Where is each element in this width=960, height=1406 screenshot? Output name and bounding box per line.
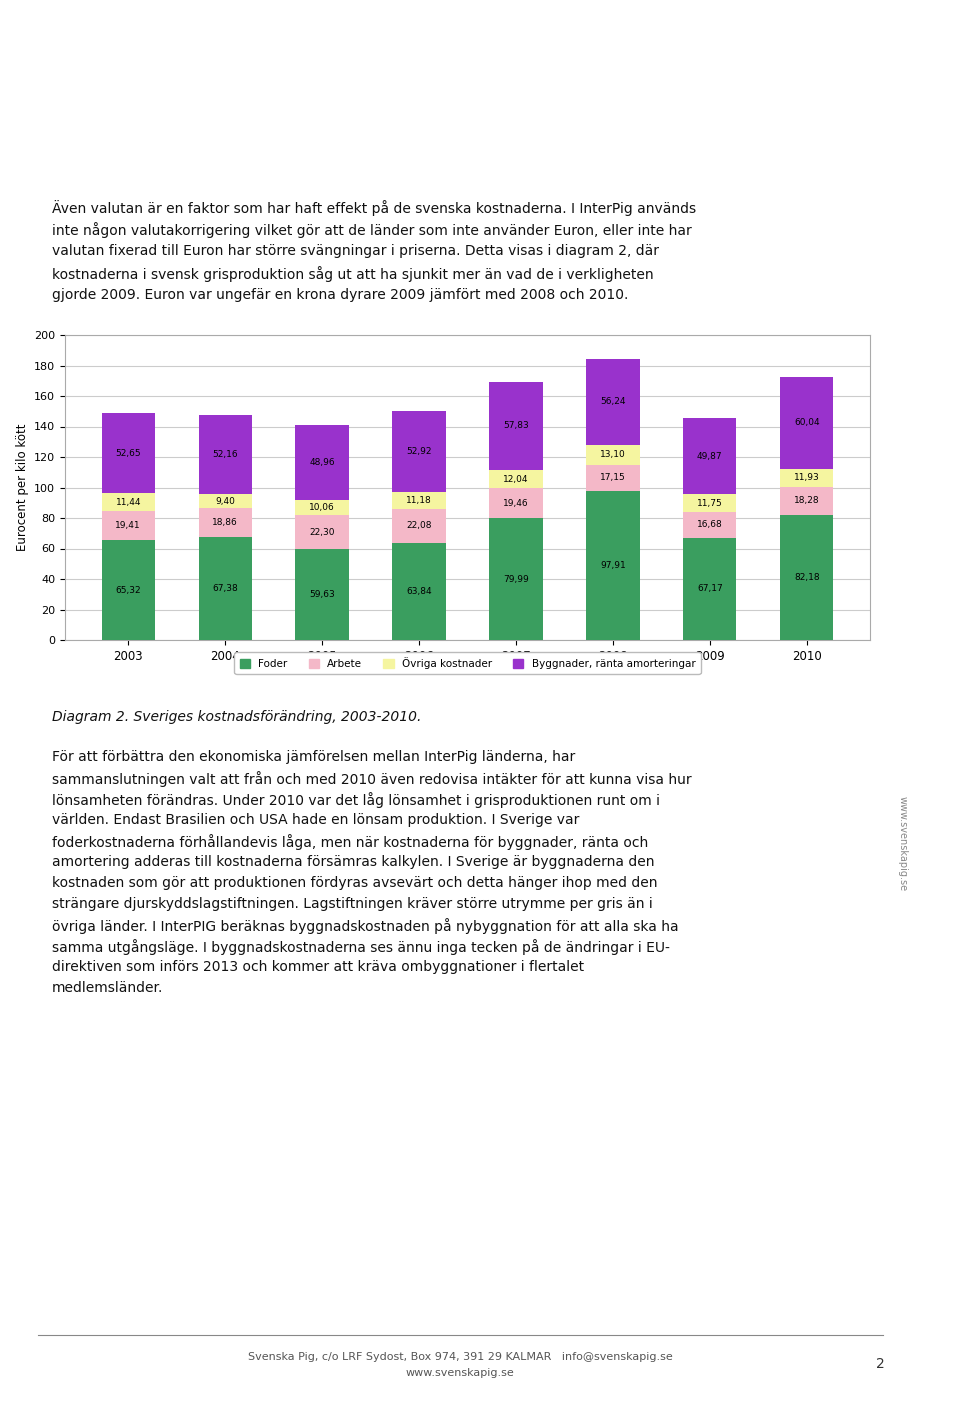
Text: 60,04: 60,04 — [794, 419, 820, 427]
Bar — [490, 488, 542, 517]
Text: världen. Endast Brasilien och USA hade en lönsam produktion. I Sverige var: världen. Endast Brasilien och USA hade e… — [52, 813, 580, 827]
Bar — [587, 491, 639, 640]
Bar — [684, 537, 736, 640]
Text: inte någon valutakorrigering vilket gör att de länder som inte använder Euron, e: inte någon valutakorrigering vilket gör … — [52, 222, 692, 238]
Text: 49,87: 49,87 — [697, 451, 723, 461]
Bar — [490, 382, 542, 470]
Bar — [199, 415, 252, 494]
Text: direktiven som införs 2013 och kommer att kräva ombyggnationer i flertalet: direktiven som införs 2013 och kommer at… — [52, 960, 584, 974]
Text: amortering adderas till kostnaderna försämras kalkylen. I Sverige är byggnaderna: amortering adderas till kostnaderna förs… — [52, 855, 655, 869]
Text: valutan fixerad till Euron har större svängningar i priserna. Detta visas i diag: valutan fixerad till Euron har större sv… — [52, 245, 659, 257]
Bar — [780, 515, 833, 640]
Text: 16,68: 16,68 — [697, 520, 723, 529]
Text: 79,99: 79,99 — [503, 575, 529, 583]
Text: 9,40: 9,40 — [215, 496, 235, 506]
Bar — [199, 509, 252, 537]
Text: 17,15: 17,15 — [600, 472, 626, 482]
Bar — [296, 515, 348, 550]
Text: sammanslutningen valt att från och med 2010 även redovisa intäkter för att kunna: sammanslutningen valt att från och med 2… — [52, 770, 691, 787]
Text: 48,96: 48,96 — [309, 458, 335, 467]
Bar — [102, 510, 155, 540]
Text: övriga länder. I InterPIG beräknas byggnadskostnaden på nybyggnation för att all: övriga länder. I InterPIG beräknas byggn… — [52, 918, 679, 934]
Text: samma utgångsläge. I byggnadskostnaderna ses ännu inga tecken på de ändringar i : samma utgångsläge. I byggnadskostnaderna… — [52, 939, 670, 955]
Text: 19,46: 19,46 — [503, 499, 529, 508]
Text: strängare djurskyddslagstiftningen. Lagstiftningen kräver större utrymme per gri: strängare djurskyddslagstiftningen. Lags… — [52, 897, 653, 911]
Text: 52,92: 52,92 — [406, 447, 432, 456]
Bar — [393, 411, 445, 492]
Text: 52,65: 52,65 — [115, 449, 141, 458]
Bar — [684, 495, 736, 512]
Text: 12,04: 12,04 — [503, 475, 529, 484]
Text: 22,30: 22,30 — [309, 527, 335, 537]
Bar — [780, 377, 833, 468]
Text: gjorde 2009. Euron var ungefär en krona dyrare 2009 jämfört med 2008 och 2010.: gjorde 2009. Euron var ungefär en krona … — [52, 288, 629, 302]
Text: 52,16: 52,16 — [212, 450, 238, 458]
Text: 18,28: 18,28 — [794, 496, 820, 505]
Text: 10,06: 10,06 — [309, 503, 335, 512]
Text: www.svenskapig.se: www.svenskapig.se — [898, 796, 907, 891]
Bar — [393, 509, 445, 543]
Bar — [296, 550, 348, 640]
Text: 2: 2 — [876, 1357, 884, 1371]
Bar — [296, 425, 348, 499]
Text: 82,18: 82,18 — [794, 572, 820, 582]
Text: 22,08: 22,08 — [406, 522, 432, 530]
Text: 11,75: 11,75 — [697, 499, 723, 508]
Text: lönsamheten förändras. Under 2010 var det låg lönsamhet i grisproduktionen runt : lönsamheten förändras. Under 2010 var de… — [52, 792, 660, 808]
Text: Svenska Pig, c/o LRF Sydost, Box 974, 391 29 KALMAR   info@svenskapig.se: Svenska Pig, c/o LRF Sydost, Box 974, 39… — [248, 1353, 672, 1362]
Text: foderkostnaderna förhållandevis låga, men när kostnaderna för byggnader, ränta o: foderkostnaderna förhållandevis låga, me… — [52, 834, 648, 851]
Text: Även valutan är en faktor som har haft effekt på de svenska kostnaderna. I Inter: Även valutan är en faktor som har haft e… — [52, 200, 696, 217]
Text: 19,41: 19,41 — [115, 522, 141, 530]
Text: kostnaderna i svensk grisproduktion såg ut att ha sjunkit mer än vad de i verkli: kostnaderna i svensk grisproduktion såg … — [52, 266, 654, 283]
Bar — [296, 499, 348, 515]
Bar — [490, 470, 542, 488]
Bar — [684, 418, 736, 495]
Text: 18,86: 18,86 — [212, 519, 238, 527]
Bar — [102, 540, 155, 640]
Text: 13,10: 13,10 — [600, 450, 626, 458]
Bar — [393, 492, 445, 509]
Bar — [587, 444, 639, 464]
Bar — [102, 494, 155, 510]
Text: 11,18: 11,18 — [406, 496, 432, 505]
Text: medlemsländer.: medlemsländer. — [52, 981, 163, 995]
Y-axis label: Eurocent per kilo kött: Eurocent per kilo kött — [15, 423, 29, 551]
Text: 67,38: 67,38 — [212, 583, 238, 593]
Text: 65,32: 65,32 — [115, 586, 141, 595]
Text: 11,93: 11,93 — [794, 474, 820, 482]
Legend: Foder, Arbete, Övriga kostnader, Byggnader, ränta amorteringar: Foder, Arbete, Övriga kostnader, Byggnad… — [234, 652, 701, 675]
Text: Diagram 2. Sveriges kostnadsförändring, 2003-2010.: Diagram 2. Sveriges kostnadsförändring, … — [52, 710, 421, 724]
Bar — [780, 468, 833, 486]
Bar — [587, 464, 639, 491]
Bar — [102, 413, 155, 494]
Bar — [684, 512, 736, 537]
Bar — [780, 486, 833, 515]
Text: 11,44: 11,44 — [115, 498, 141, 506]
Text: 56,24: 56,24 — [600, 396, 626, 406]
Text: 63,84: 63,84 — [406, 586, 432, 596]
Bar — [587, 359, 639, 444]
Bar — [199, 494, 252, 509]
Text: www.svenskapig.se: www.svenskapig.se — [406, 1368, 515, 1378]
Text: 57,83: 57,83 — [503, 422, 529, 430]
Bar — [490, 517, 542, 640]
Text: 59,63: 59,63 — [309, 591, 335, 599]
Text: 67,17: 67,17 — [697, 585, 723, 593]
Bar — [393, 543, 445, 640]
Text: För att förbättra den ekonomiska jämförelsen mellan InterPig länderna, har: För att förbättra den ekonomiska jämföre… — [52, 749, 575, 763]
Text: kostnaden som gör att produktionen fördyras avsevärt och detta hänger ihop med d: kostnaden som gör att produktionen fördy… — [52, 876, 658, 890]
Text: 97,91: 97,91 — [600, 561, 626, 569]
Bar — [199, 537, 252, 640]
